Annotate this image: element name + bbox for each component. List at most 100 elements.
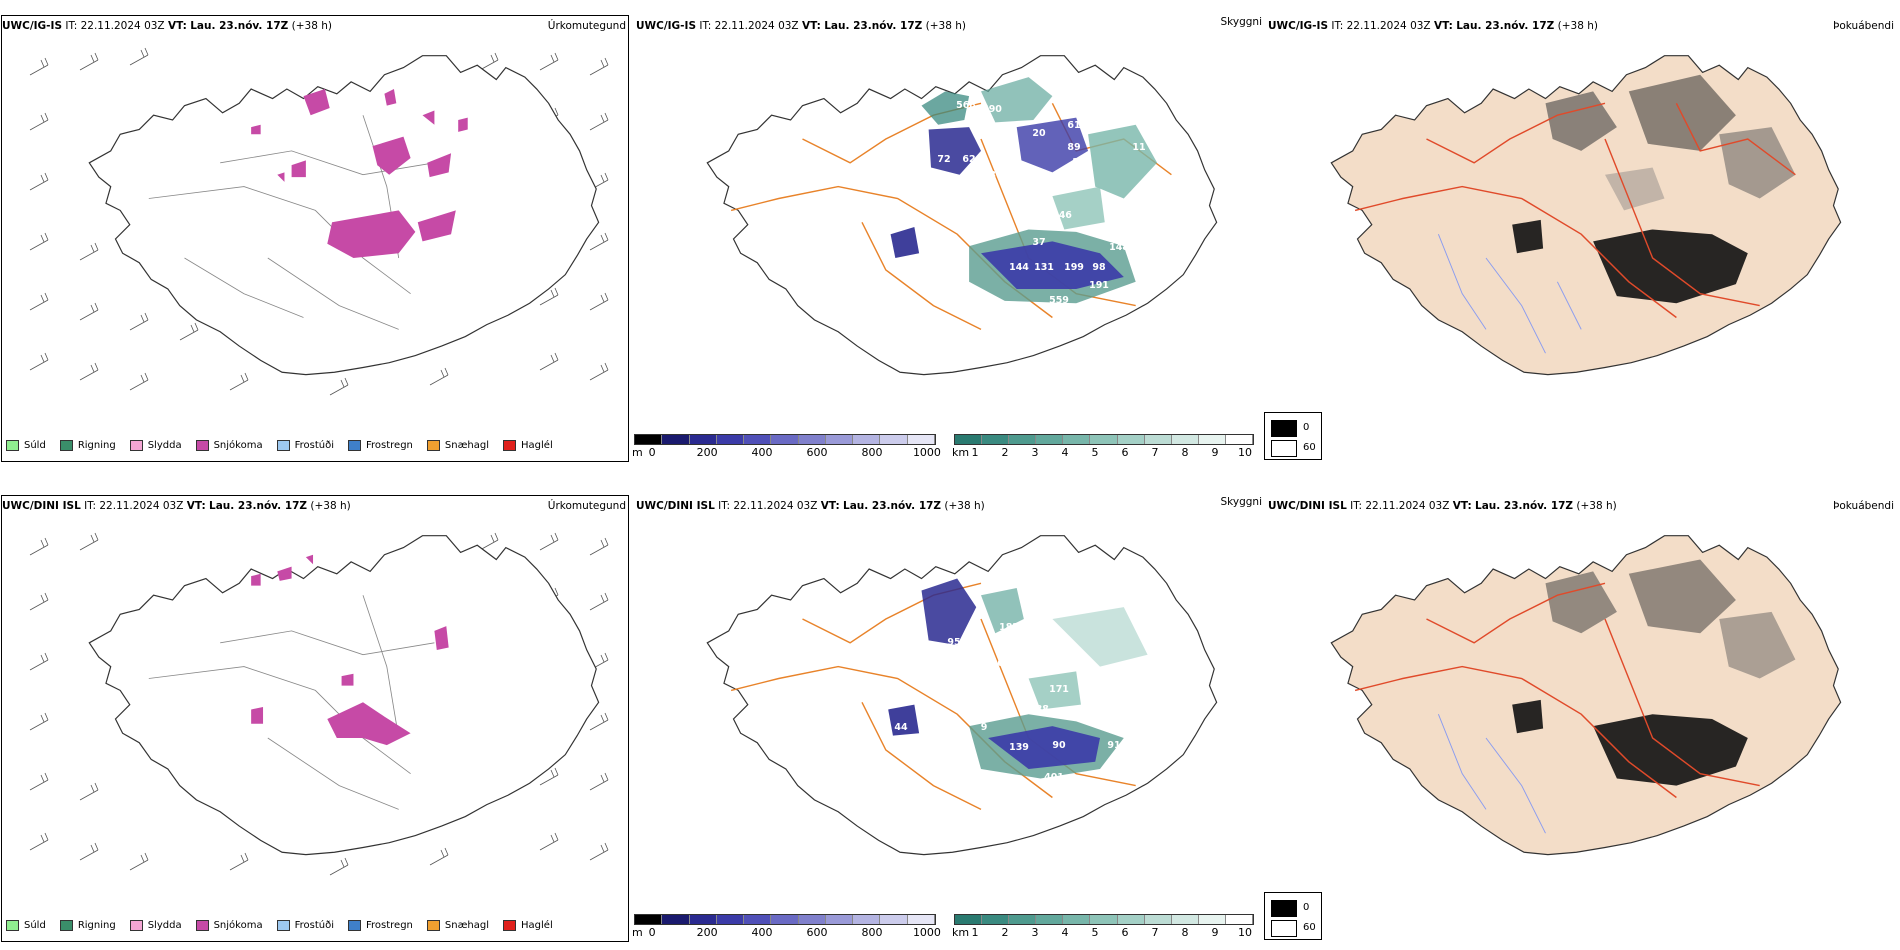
map-value-label: 191 — [1089, 280, 1109, 291]
roads — [1354, 582, 1760, 799]
legend-item: Rigning — [59, 920, 116, 931]
fog-shading — [1512, 74, 1796, 304]
panel-title: Þokuábendi — [1833, 500, 1894, 512]
colorbar-bin — [1171, 915, 1199, 924]
map-value-label: 590 — [982, 104, 1002, 115]
fog-panel: UWC/DINI ISL IT: 22.11.2024 03Z VT: Lau.… — [1266, 480, 1900, 950]
panel-header: UWC/DINI ISL IT: 22.11.2024 03Z VT: Lau.… — [1268, 500, 1617, 512]
colorbar-tick: 3 — [1031, 926, 1039, 939]
panel-title: Þokuábendi — [1833, 20, 1894, 32]
legend-label: Haglél — [521, 440, 553, 451]
legend-label: Slydda — [147, 920, 182, 931]
map-value-label: 168 — [976, 170, 996, 181]
legend-swatch — [426, 920, 440, 931]
panel-title: Úrkomutegund — [547, 20, 626, 32]
iceland-map — [1330, 55, 1842, 376]
colorbar-tick: 7 — [1151, 446, 1159, 459]
legend-label: Slydda — [147, 440, 182, 451]
map-value-label: 91 — [1107, 740, 1120, 751]
map-value-label: 146 — [1052, 210, 1072, 221]
map-value-label: 9 — [981, 722, 988, 733]
map-value-label: 95 — [947, 637, 960, 648]
map-value-label: 30 — [1112, 670, 1126, 681]
iceland-outline — [88, 535, 600, 856]
height-colorbar: 0 200 400 600 800 1000 m — [632, 434, 941, 459]
legend-swatch — [348, 440, 361, 451]
visibility-shading — [888, 578, 1148, 779]
colorbar-bin — [1009, 435, 1037, 444]
colorbar-bin — [662, 435, 690, 444]
legend-item: Frostregn — [348, 920, 413, 931]
row-ig-is: UWC/IG-IS IT: 22.11.2024 03Z VT: Lau. 23… — [0, 0, 1900, 470]
fog-shading — [1512, 559, 1796, 786]
legend-item: Rigning — [59, 440, 116, 451]
colorbar-bin — [716, 915, 745, 924]
legend-swatch — [276, 920, 290, 931]
iceland-map — [1330, 535, 1842, 856]
colorbar-bin — [1117, 915, 1145, 924]
rivers — [1437, 234, 1582, 354]
panel-frame — [1, 495, 629, 942]
map-value-label: 139 — [1009, 742, 1029, 753]
visibility-panel: UWC/IG-IS IT: 22.11.2024 03Z VT: Lau. 23… — [632, 0, 1264, 470]
colorbar-bin — [1171, 435, 1199, 444]
map-value-label: 20 — [1032, 128, 1046, 139]
map-value-label: 26 — [1072, 157, 1086, 168]
legend-label: Haglél — [521, 920, 553, 931]
colorbar-bin — [662, 915, 690, 924]
colorbar-bin — [771, 915, 799, 924]
panel-header: UWC/IG-IS IT: 22.11.2024 03Z VT: Lau. 23… — [2, 20, 332, 32]
snow-areas — [251, 89, 468, 258]
colorbar-tick: 1000 — [912, 926, 941, 939]
colorbar-bin — [880, 915, 908, 924]
colorbar-tick: 8 — [1181, 446, 1189, 459]
colorbar-tick: 1 — [971, 926, 979, 939]
roads — [1354, 102, 1796, 319]
legend-swatch — [129, 440, 143, 451]
snow-areas — [251, 554, 449, 746]
iceland-outline — [88, 55, 600, 376]
colorbar-tick: 3 — [1031, 446, 1039, 459]
colorbar-bin — [1198, 915, 1226, 924]
colorbar-tick: 0 — [648, 926, 656, 939]
colorbar-tick: 10 — [1238, 446, 1252, 459]
panel-title: Skyggni — [1220, 496, 1263, 508]
colorbar-tick: 6 — [1121, 446, 1129, 459]
map-value-label: 37 — [1032, 237, 1045, 248]
map-value-label: 111 — [942, 726, 962, 737]
legend-item: Súld — [6, 920, 46, 931]
precip-legend: Súld Rigning Slydda Snjókoma Frostúði Frostre… — [6, 920, 567, 931]
colorbar-tick: 7 — [1151, 926, 1159, 939]
fog-legend-white-swatch — [1271, 440, 1297, 457]
legend-item: Frostúði — [276, 440, 334, 451]
colorbar-tick: 5 — [1091, 446, 1099, 459]
precip-type-panel: UWC/DINI ISL IT: 22.11.2024 03Z VT: Lau.… — [0, 480, 632, 950]
legend-item: Snjókoma — [195, 920, 263, 931]
colorbar-bin — [1117, 435, 1145, 444]
legend-label: Frostregn — [366, 440, 413, 451]
legend-swatch — [59, 920, 73, 931]
map-value-label: 199 — [1064, 262, 1084, 273]
map-value-label: 144 — [1009, 262, 1029, 273]
map-value-label: 57 — [977, 184, 990, 195]
colorbar-bin — [1225, 435, 1254, 444]
colorbar-bin — [825, 915, 854, 924]
fog-panel: UWC/IG-IS IT: 22.11.2024 03Z VT: Lau. 23… — [1266, 0, 1900, 470]
precip-type-panel: UWC/IG-IS IT: 22.11.2024 03Z VT: Lau. 23… — [0, 0, 632, 470]
iceland-map — [29, 47, 609, 396]
legend-label: Frostúði — [294, 440, 334, 451]
legend-label: Frostregn — [366, 920, 413, 931]
colorbar-bin — [853, 915, 881, 924]
map-value-label: 11 — [1132, 142, 1145, 153]
legend-item: Haglél — [503, 440, 553, 451]
legend-label: Snæhagl — [444, 440, 490, 451]
colorbar-tick: 800 — [861, 926, 883, 939]
visibility-shading — [890, 77, 1158, 304]
map-value-label: 72 — [937, 154, 950, 165]
legend-swatch — [6, 920, 19, 931]
legend-item: Slydda — [129, 440, 182, 451]
legend-item: Súld — [6, 440, 46, 451]
map-value-label: 401 — [1044, 772, 1064, 783]
colorbar-tick: 2 — [1001, 926, 1009, 939]
visibility-colorbar: 1 2 3 4 5 6 7 8 9 10 km — [952, 914, 1254, 939]
